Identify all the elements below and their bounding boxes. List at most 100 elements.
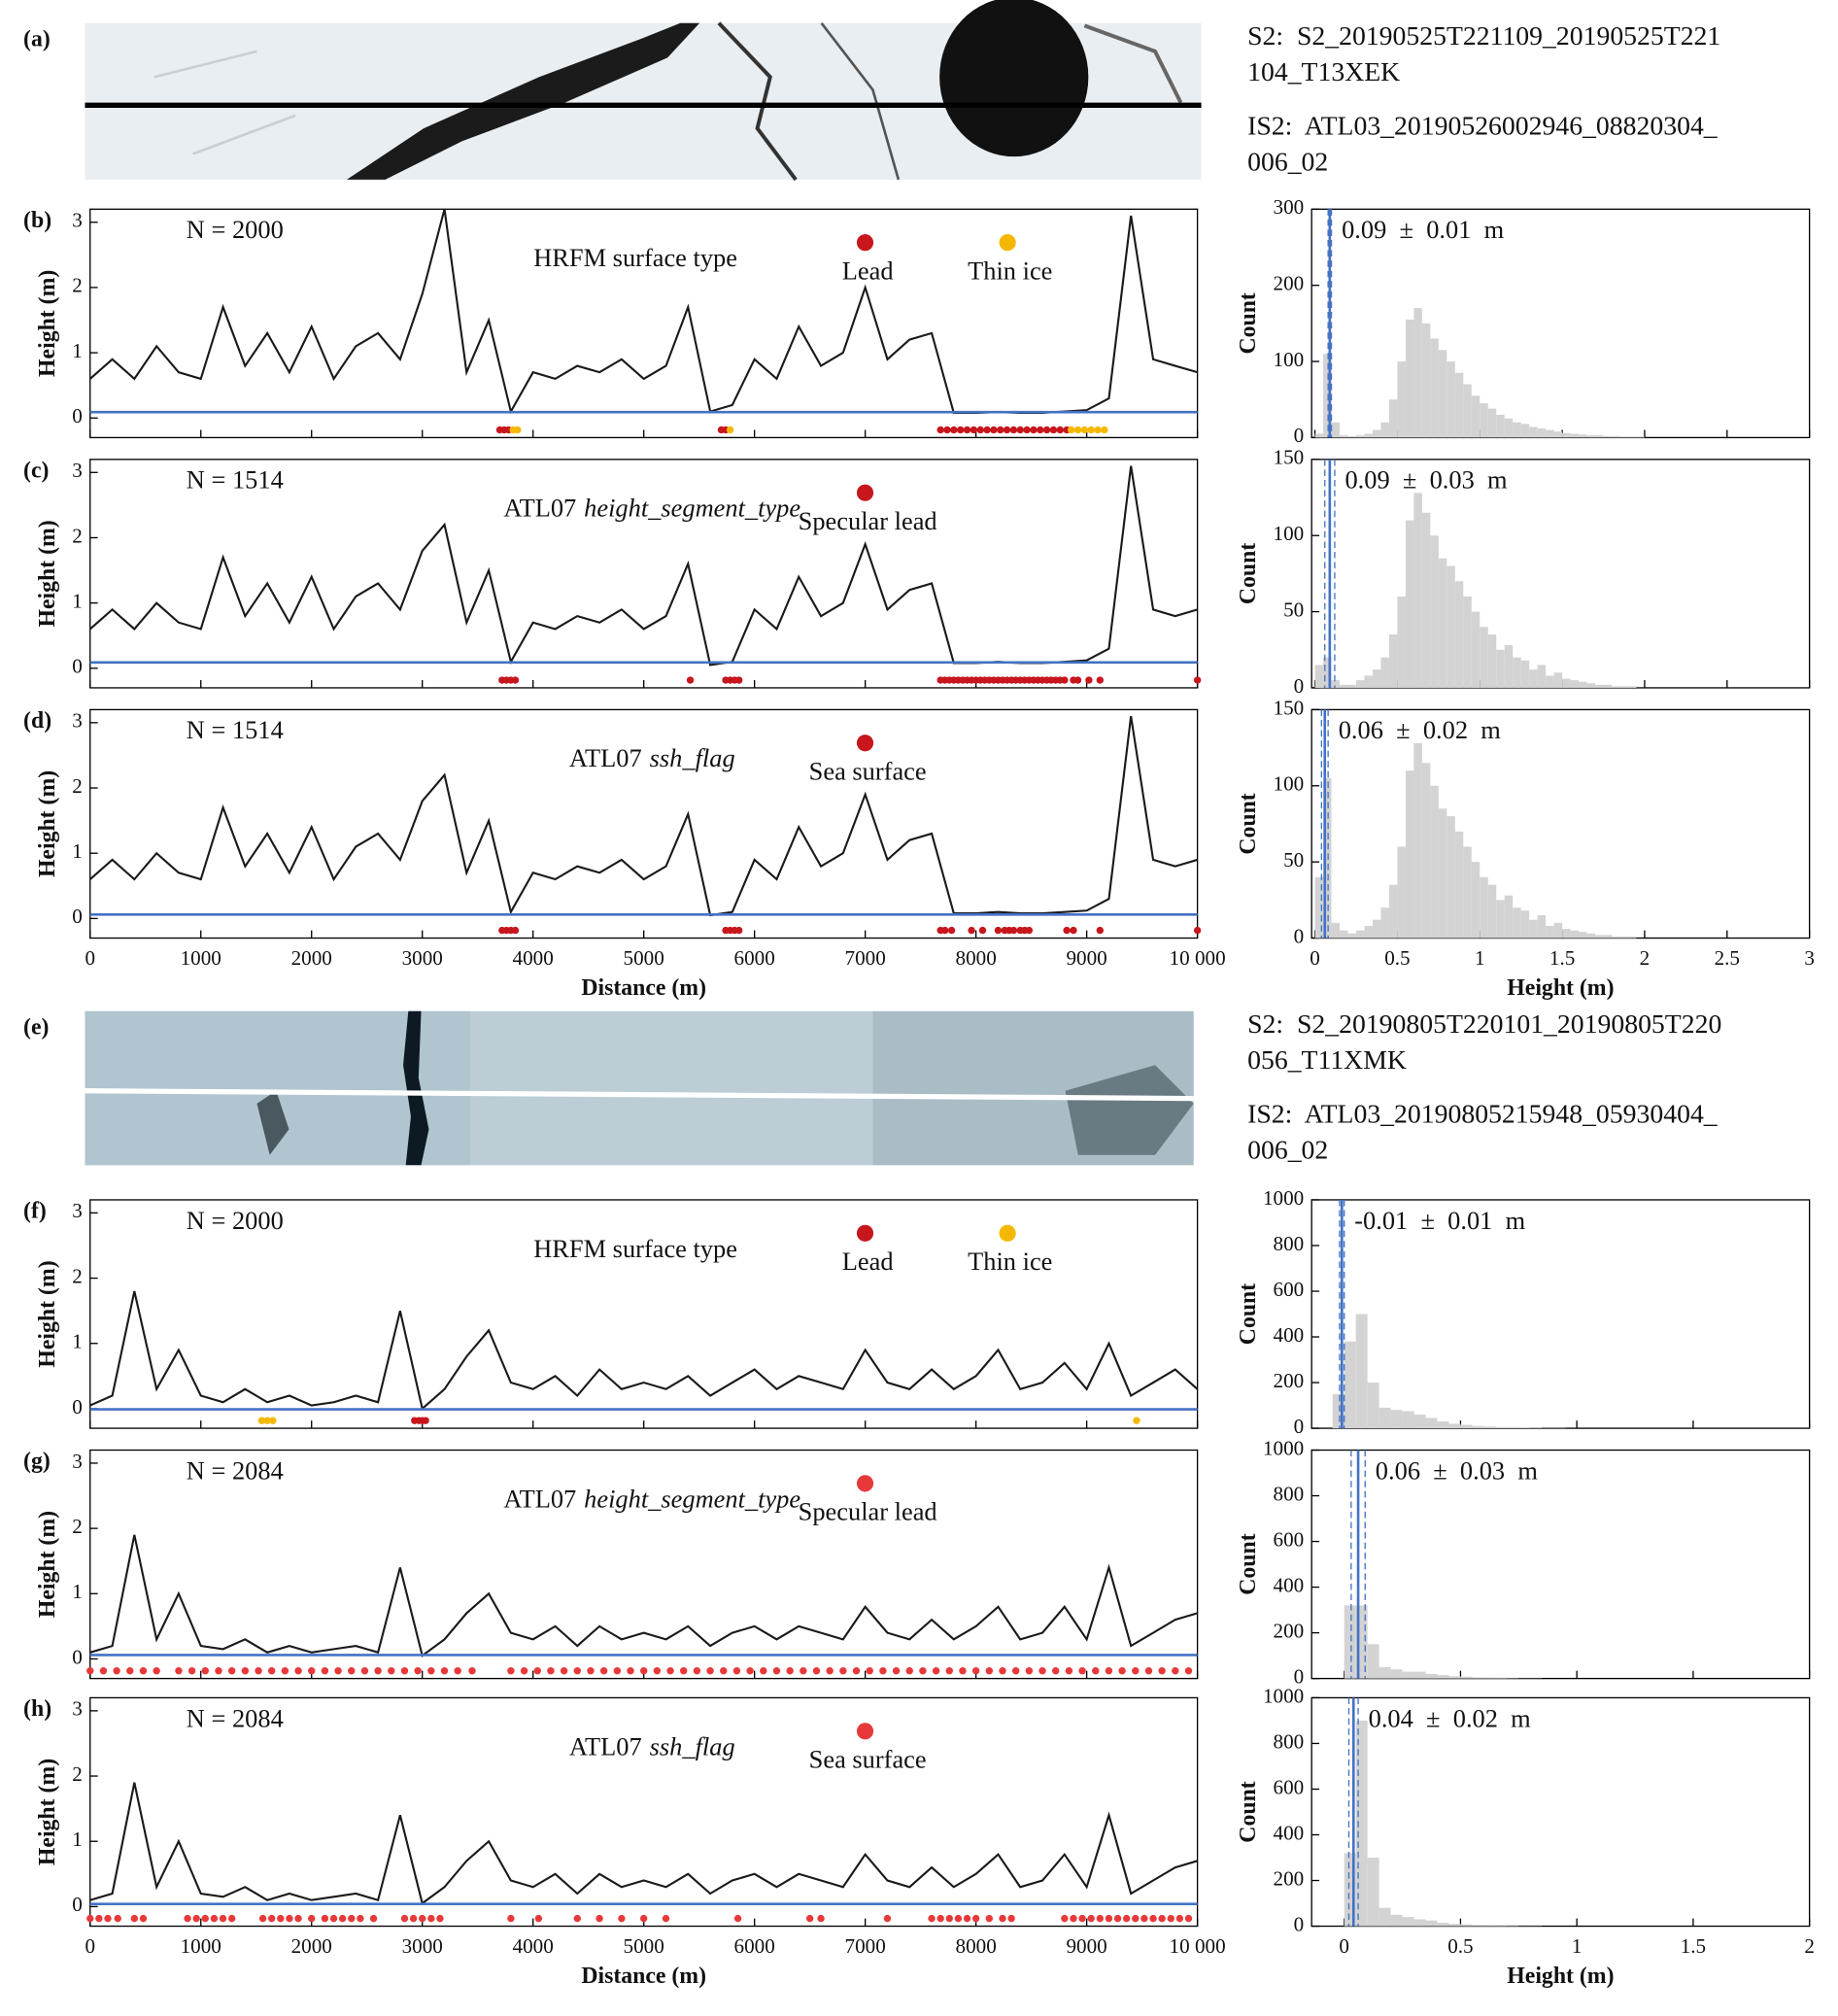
surface-type-marker [1101, 426, 1108, 434]
surface-type-marker [1037, 426, 1044, 434]
mean-std-label: -0.01 ± 0.01 m [1354, 1206, 1525, 1235]
surface-type-marker [732, 1667, 741, 1675]
surface-type-marker [227, 1667, 236, 1675]
surface-type-marker [294, 1914, 302, 1923]
y-tick-label: 2 [72, 524, 83, 547]
histogram-bar [1495, 1677, 1508, 1679]
histogram-bar [1619, 936, 1628, 939]
y-axis-label: Height (m) [35, 770, 60, 877]
y-tick-label: 3 [72, 209, 83, 232]
surface-type-marker [1065, 1667, 1073, 1675]
histogram-bar [1562, 678, 1571, 688]
histogram-bar [1438, 558, 1447, 688]
surface-type-marker [329, 1914, 338, 1923]
histogram-bar [1537, 427, 1547, 438]
surface-type-marker [1007, 1914, 1015, 1923]
histogram-bar [1570, 930, 1580, 939]
surface-type-marker [215, 1667, 222, 1675]
histogram-bar [1331, 680, 1341, 688]
histogram-bar [1448, 1676, 1461, 1679]
surface-type-marker [533, 1667, 541, 1675]
surface-type-marker [786, 1667, 794, 1675]
height-profile [89, 1534, 1198, 1657]
histogram-bar [1513, 907, 1521, 939]
surface-type-marker [308, 1667, 316, 1675]
histogram-bar [1463, 596, 1472, 688]
surface-type-marker [1172, 1667, 1179, 1675]
y-tick-label: 600 [1274, 1775, 1305, 1798]
histogram-bar [1546, 925, 1554, 939]
y-tick-label: 0 [72, 655, 83, 678]
surface-type-marker [507, 1667, 515, 1675]
histogram-bar [1397, 361, 1406, 438]
histogram-bar [1595, 684, 1604, 688]
surface-type-marker [945, 1914, 953, 1923]
surface-type-marker [113, 1667, 120, 1675]
surface-type-marker [1167, 1914, 1174, 1923]
chart-title: ATL07 height_segment_type [503, 1484, 800, 1513]
surface-type-marker [706, 1667, 714, 1675]
histogram-bar [1603, 684, 1613, 688]
surface-type-marker [321, 1914, 329, 1923]
surface-type-marker [805, 1914, 814, 1923]
surface-type-marker [735, 676, 743, 684]
surface-type-marker [281, 1667, 289, 1675]
y-tick-label: 3 [72, 1199, 83, 1222]
surface-type-marker [905, 1667, 913, 1675]
surface-type-marker [1096, 1914, 1105, 1923]
surface-type-marker [511, 676, 520, 684]
y-tick-label: 1000 [1263, 1436, 1304, 1459]
sample-count: N = 2000 [187, 1206, 284, 1235]
surface-type-marker [126, 1667, 134, 1675]
surface-type-marker [1140, 1914, 1148, 1923]
surface-type-marker [422, 1417, 429, 1424]
histogram-bar [1425, 1920, 1438, 1927]
surface-type-marker [997, 426, 1004, 434]
x-tick-label: 2 [1804, 1934, 1815, 1958]
surface-type-marker [1063, 926, 1071, 935]
histogram-bar [1480, 403, 1488, 438]
histogram-bar [1372, 669, 1381, 688]
surface-type-marker [1113, 1914, 1122, 1923]
legend-marker [856, 484, 874, 501]
surface-type-marker [1003, 426, 1011, 434]
surface-type-marker [733, 1914, 742, 1923]
legend-marker [856, 1475, 874, 1492]
panel-label: (b) [23, 208, 51, 233]
histogram-bar [1367, 1383, 1379, 1429]
surface-type-marker [883, 1914, 892, 1923]
x-axis-label: Distance (m) [581, 1964, 706, 1989]
surface-type-marker [1080, 426, 1089, 434]
histogram-bar [1331, 422, 1341, 438]
surface-type-marker [400, 1667, 409, 1675]
histogram-bar [1483, 1426, 1496, 1429]
x-tick-label: 9000 [1067, 1934, 1107, 1958]
x-tick-label: 8000 [956, 1934, 997, 1958]
histogram-bar [1380, 907, 1389, 939]
height-profile [89, 1782, 1198, 1905]
surface-type-marker [1158, 1914, 1166, 1923]
surface-type-marker [956, 426, 965, 434]
histogram-bar [1413, 1671, 1426, 1679]
histogram-bar [1627, 686, 1637, 688]
histogram-bar [1347, 684, 1356, 688]
y-tick-label: 2 [72, 274, 83, 297]
histogram-bar [1471, 611, 1481, 688]
x-tick-label: 7000 [845, 946, 886, 970]
histogram-bar [1460, 1924, 1473, 1927]
legend-label: Specular lead [799, 506, 937, 535]
file-name: 006_02 [1247, 146, 1328, 176]
panel-label: (h) [23, 1696, 51, 1722]
histogram-bar [1437, 1675, 1449, 1679]
x-tick-label: 1 [1572, 1934, 1583, 1958]
surface-type-marker [1049, 426, 1058, 434]
histogram-bar [1364, 433, 1373, 438]
surface-type-marker [1056, 426, 1064, 434]
histogram-bar [1355, 930, 1365, 939]
file-name: IS2: ATL03_20190526002946_08820304_ [1247, 110, 1719, 140]
histogram-bar [1314, 665, 1324, 688]
y-tick-label: 400 [1274, 1821, 1305, 1844]
histogram-bar [1437, 1421, 1449, 1429]
chart-title: ATL07 ssh_flag [569, 1731, 735, 1760]
surface-type-marker [192, 1914, 200, 1923]
